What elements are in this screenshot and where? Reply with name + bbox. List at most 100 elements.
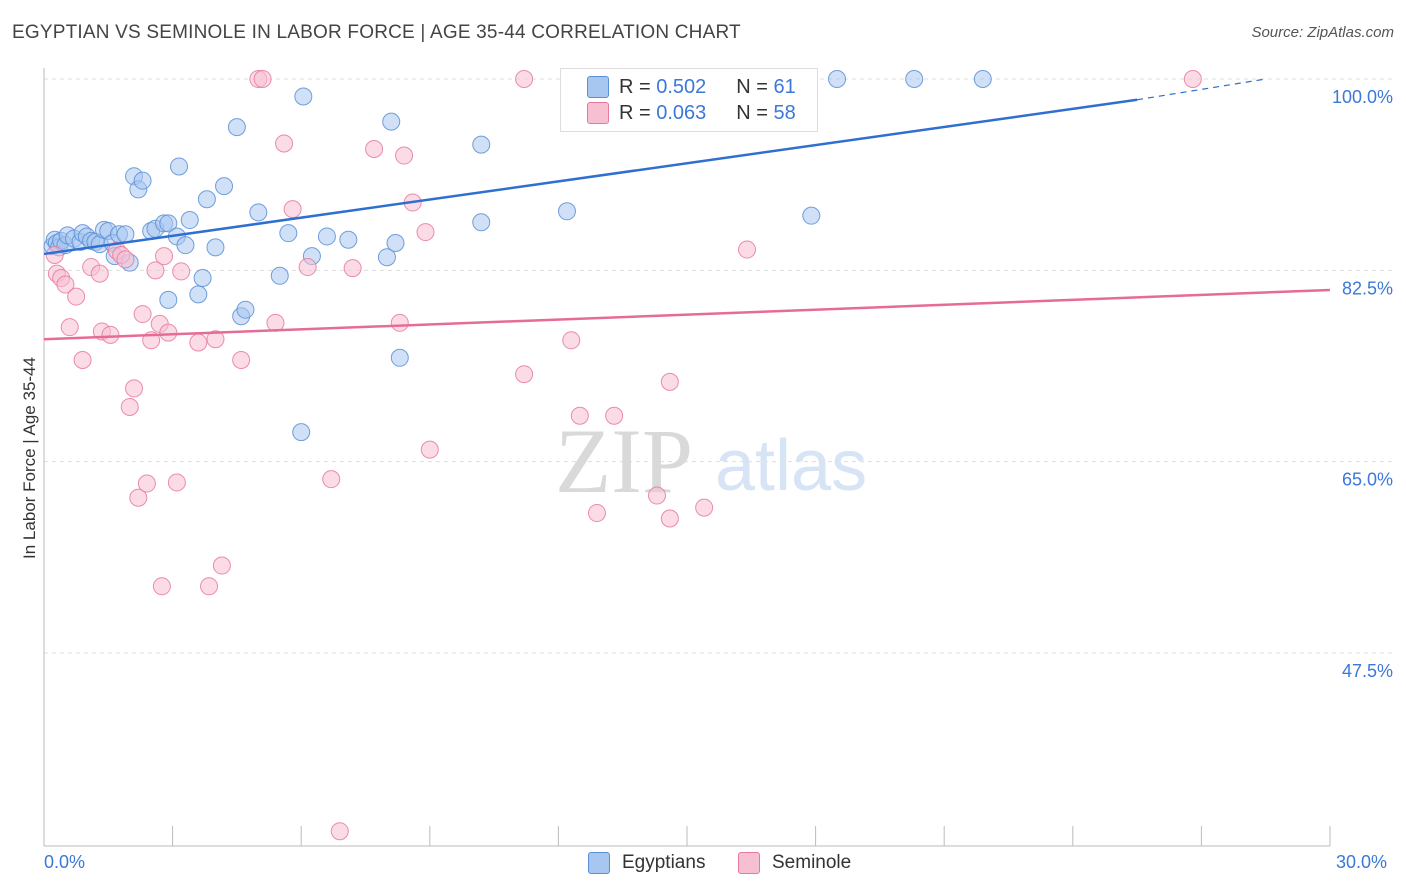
data-point-seminole [232,350,251,369]
data-point-egyptians [189,285,208,304]
data-point-egyptians [973,70,992,88]
data-point-seminole [67,287,86,306]
data-point-egyptians [472,135,491,154]
bottom-legend-egyptians: Egyptians [588,852,705,874]
data-point-egyptians [249,203,268,222]
watermark-atlas: atlas [715,426,867,506]
y-tick-labels: 100.0% 82.5% 65.0% 47.5% [1332,87,1393,681]
data-point-seminole [56,275,75,294]
data-point-seminole [562,331,581,350]
y-tick-label: 82.5% [1342,278,1393,298]
source-label: Source: ZipAtlas.com [1251,24,1394,41]
data-point-seminole [420,440,439,459]
data-point-seminole [60,318,79,337]
data-point-seminole [660,372,679,391]
data-point-egyptians [279,224,298,243]
y-axis-label: In Labor Force | Age 35-44 [20,357,39,559]
x-tick-label-min: 0.0% [44,852,86,872]
data-point-egyptians [170,157,189,176]
data-point-egyptians [317,227,336,246]
data-point-seminole [660,509,679,528]
data-point-seminole [1183,70,1202,88]
data-point-seminole [343,259,362,278]
legend-n-value: 58 [773,101,796,124]
data-point-egyptians [386,234,405,252]
data-point-seminole [152,577,171,596]
data-point-egyptians [292,423,311,442]
data-point-seminole [365,139,384,158]
data-point-seminole [570,406,589,425]
data-point-seminole [101,325,120,344]
legend-r-value: 0.502 [656,75,707,98]
data-point-seminole [133,305,152,324]
data-point-seminole [146,261,165,280]
data-point-seminole [172,262,191,281]
data-point-seminole [200,577,219,596]
x-tick-label-max: 30.0% [1336,852,1388,872]
trend-line-egyptians [43,98,1138,256]
legend-n-label: N = [736,75,768,98]
correlation-legend: R = 0.502 N = 61 R = 0.063 N = 58 [560,68,818,132]
data-point-seminole [167,473,186,492]
data-point-egyptians [270,266,289,285]
series-points [43,70,1202,841]
y-tick-label: 47.5% [1342,661,1393,681]
data-point-egyptians [390,348,409,367]
data-point-egyptians [206,238,225,257]
data-point-seminole [587,504,606,523]
series-seminole [45,70,1202,841]
watermark-zip: ZIP [555,410,693,512]
axes [43,68,1331,847]
legend-row-egyptians: R = 0.502 N = 61 [587,74,796,100]
chart-title: EGYPTIAN VS SEMINOLE IN LABOR FORCE | AG… [12,22,741,43]
data-point-seminole [605,406,624,425]
data-point-seminole [206,330,225,349]
data-point-egyptians [159,214,178,233]
bottom-legend-swatch-egyptians [588,852,610,874]
legend-swatch-seminole [587,102,609,124]
data-point-egyptians [294,87,313,106]
legend-r-label: R = [619,75,651,98]
data-point-seminole [155,247,174,266]
data-point-seminole [120,398,139,416]
bottom-legend-label-seminole: Seminole [772,852,852,873]
bottom-legend-label-egyptians: Egyptians [622,852,706,873]
data-point-seminole [253,70,272,88]
data-point-egyptians [557,202,576,221]
trend-line-seminole [43,288,1331,341]
data-point-seminole [395,146,414,165]
data-point-seminole [125,379,144,398]
data-point-seminole [647,486,666,505]
data-point-egyptians [828,70,847,88]
legend-r-label: R = [619,101,651,124]
data-point-seminole [283,200,302,219]
data-point-seminole [416,223,435,242]
y-tick-label: 65.0% [1342,470,1393,490]
data-point-egyptians [193,268,212,287]
series-egyptians [43,70,992,442]
data-point-egyptians [133,171,152,190]
watermark: ZIP atlas [555,410,867,512]
data-point-egyptians [159,290,178,309]
legend-n-label: N = [736,101,768,124]
data-point-seminole [695,498,714,517]
data-point-seminole [515,365,534,384]
data-point-seminole [73,350,92,369]
data-point-seminole [515,70,534,88]
data-point-seminole [738,240,757,259]
data-point-seminole [266,313,285,332]
data-point-egyptians [905,70,924,88]
data-point-seminole [390,313,409,332]
data-point-seminole [322,470,341,489]
data-point-egyptians [377,248,396,267]
data-point-seminole [137,474,156,493]
data-point-seminole [159,323,178,342]
legend-r-value: 0.063 [656,101,707,124]
bottom-legend-swatch-seminole [738,852,760,874]
data-point-seminole [212,556,231,575]
data-point-egyptians [382,112,401,131]
data-point-egyptians [227,118,246,137]
data-point-egyptians [176,236,195,255]
trend-line-extension-egyptians [1137,78,1266,101]
